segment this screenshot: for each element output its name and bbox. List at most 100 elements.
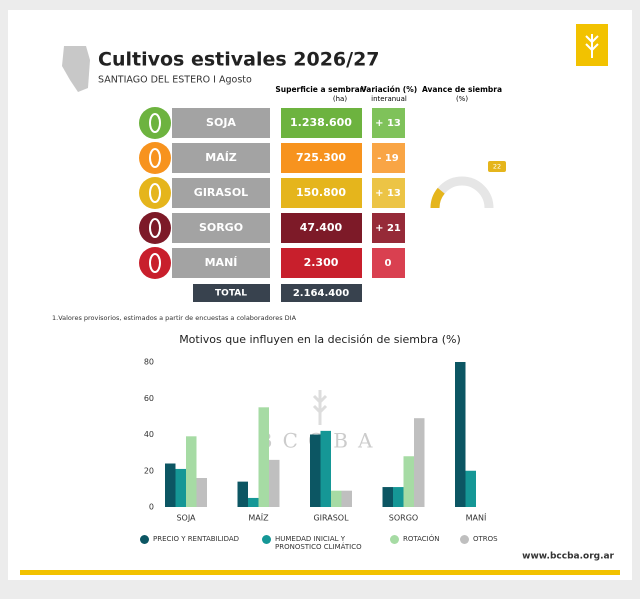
footnote: 1.Valores provisorios, estimados a parti…: [52, 314, 297, 322]
bar: [175, 468, 186, 507]
legend-item: PRECIO Y RENTABILIDAD: [140, 535, 260, 544]
legend-label: PRECIO Y RENTABILIDAD: [153, 535, 240, 543]
variation-cell: [372, 178, 405, 208]
bar: [465, 470, 476, 507]
bar: [414, 418, 425, 507]
y-tick-label: 60: [144, 394, 154, 403]
variation-value: + 21: [375, 223, 401, 234]
legend-swatch: [390, 535, 399, 544]
bar: [165, 463, 176, 507]
crop-icon: [139, 247, 171, 279]
header-variation: Variación (%): [361, 85, 417, 94]
variation-cell: [372, 143, 405, 173]
surface-cell: [281, 178, 362, 208]
crop-cell: [172, 248, 270, 278]
y-tick-label: 80: [144, 358, 154, 367]
surface-cell: [281, 213, 362, 243]
chart-title: Motivos que influyen en la decisión de s…: [179, 333, 461, 346]
surface-value: 1.238.600: [290, 116, 352, 129]
subtitle: SANTIAGO DEL ESTERO I Agosto: [98, 75, 252, 86]
bar: [331, 490, 342, 507]
logo-icon: [585, 34, 599, 58]
x-tick-label: GIRASOL: [313, 514, 349, 523]
variation-value: + 13: [375, 118, 401, 129]
y-tick-label: 20: [144, 466, 154, 475]
legend-swatch: [262, 535, 271, 544]
bar: [258, 407, 269, 507]
bar: [248, 497, 259, 507]
header-progress: Avance de siembra: [422, 85, 502, 94]
bar: [320, 430, 331, 507]
footer-url: www.bccba.org.ar: [522, 552, 614, 562]
crop-cell: [172, 213, 270, 243]
total-cell: [281, 284, 362, 302]
crop-cell: [172, 178, 270, 208]
crop-icon: [139, 177, 171, 209]
bar: [196, 478, 207, 507]
surface-value: 47.400: [300, 221, 343, 234]
bar: [455, 362, 466, 507]
legend-label: HUMEDAD INICIAL Y PRONOSTICO CLIMÁTICO: [275, 535, 362, 551]
crop-icon-glyph: [149, 218, 161, 238]
legend-swatch: [460, 535, 469, 544]
crop-icon: [139, 142, 171, 174]
surface-cell: [281, 143, 362, 173]
title: Cultivos estivales 2026/27: [98, 49, 380, 71]
province-map: [62, 46, 90, 92]
y-tick-label: 0: [149, 503, 154, 512]
total-label-cell: [193, 284, 270, 302]
bar: [310, 434, 321, 507]
gauge-value: [430, 187, 445, 209]
surface-value: 725.300: [296, 151, 346, 164]
bar: [237, 481, 248, 507]
surface-value: 2.300: [304, 256, 339, 269]
x-tick-label: SOJA: [176, 514, 196, 523]
legend-item: HUMEDAD INICIAL Y PRONOSTICO CLIMÁTICO: [262, 535, 380, 551]
legend-item: ROTACIÓN: [390, 535, 510, 544]
crop-icon-glyph: [149, 148, 161, 168]
bar: [341, 490, 352, 507]
variation-cell: [372, 248, 405, 278]
crop-name: MAÍZ: [205, 151, 237, 164]
crop-name: SORGO: [199, 221, 243, 234]
variation-cell: [372, 108, 405, 138]
crop-cell: [172, 143, 270, 173]
crop-icon: [139, 107, 171, 139]
y-tick-label: 40: [144, 430, 154, 439]
variation-value: - 19: [377, 153, 399, 164]
x-tick-label: SORGO: [389, 514, 418, 523]
header-progress-unit: (%): [456, 95, 468, 103]
surface-value: 150.800: [296, 186, 346, 199]
gauge-label-box: [488, 161, 506, 172]
gauge-label: 22: [493, 163, 501, 171]
surface-cell: [281, 248, 362, 278]
crop-icon-glyph: [149, 113, 161, 133]
bar: [186, 436, 197, 507]
legend-label: OTROS: [473, 535, 498, 543]
total-label: TOTAL: [215, 289, 247, 299]
crop-icon-glyph: [149, 253, 161, 273]
crop-name: SOJA: [206, 116, 236, 129]
legend-item: OTROS: [460, 535, 580, 544]
bar: [382, 487, 393, 507]
crop-icon: [139, 212, 171, 244]
variation-value: 0: [385, 258, 392, 269]
header-surface: Superficie a sembrar¹: [275, 85, 366, 94]
legend-label: ROTACIÓN: [403, 535, 440, 543]
crop-cell: [172, 108, 270, 138]
legend-swatch: [140, 535, 149, 544]
crop-name: GIRASOL: [194, 186, 248, 199]
x-tick-label: MAÍZ: [248, 512, 269, 523]
bar: [403, 456, 414, 507]
variation-cell: [372, 213, 405, 243]
total-value: 2.164.400: [293, 288, 349, 299]
header-variation-sub: interanual: [371, 95, 407, 103]
x-tick-label: MANÍ: [466, 512, 487, 523]
footer-bar: [20, 570, 620, 575]
header-surface-unit: (ha): [333, 95, 347, 103]
bar: [393, 487, 404, 507]
watermark-icon: [312, 390, 328, 425]
bar: [269, 459, 280, 507]
